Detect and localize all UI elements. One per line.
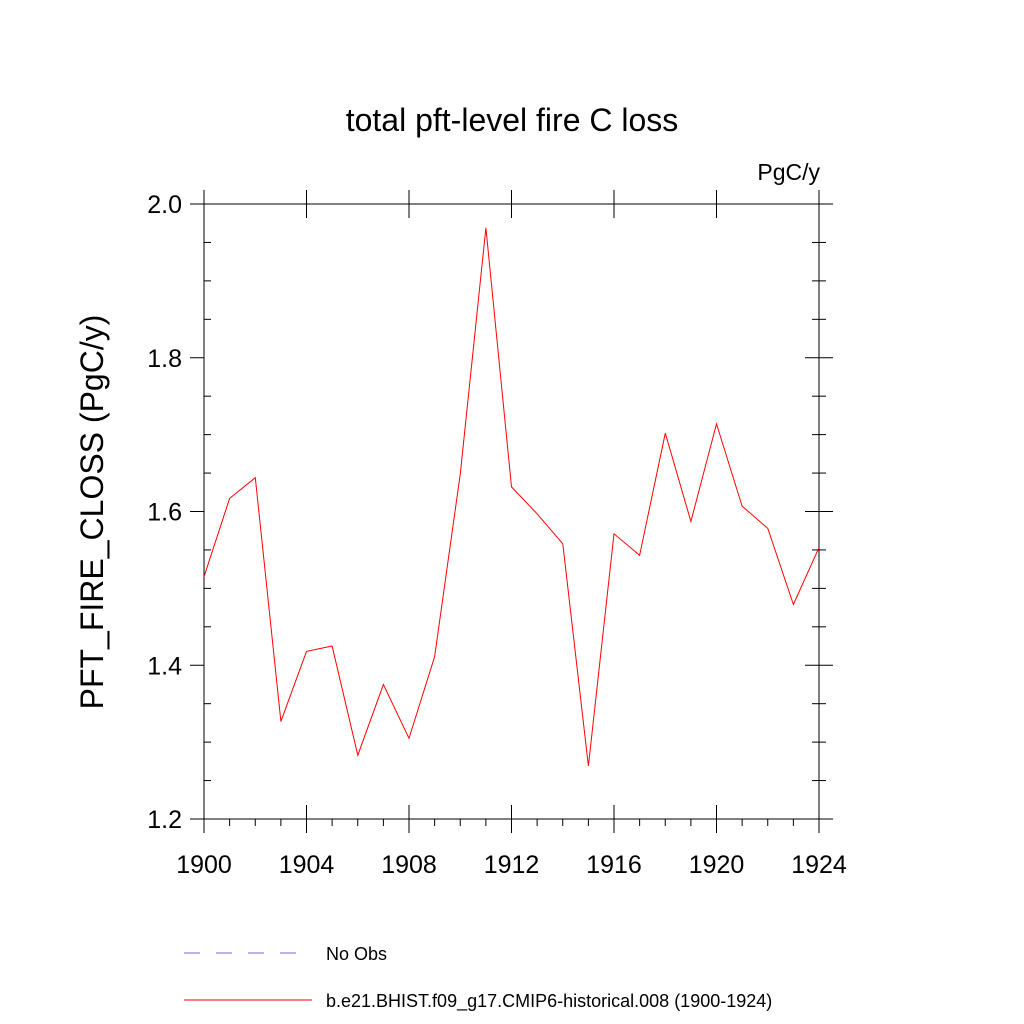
y-tick-label: 1.2 bbox=[147, 806, 182, 834]
y-tick-labels: 1.2 1.4 1.6 1.8 2.0 bbox=[147, 191, 182, 834]
x-major-ticks bbox=[203, 190, 820, 833]
y-tick-label: 1.4 bbox=[147, 652, 182, 680]
x-tick-label: 1912 bbox=[484, 851, 540, 879]
x-tick-label: 1900 bbox=[176, 851, 232, 879]
x-tick-label: 1924 bbox=[791, 851, 847, 879]
legend: No Obs b.e21.BHIST.f09_g17.CMIP6-histori… bbox=[184, 944, 772, 1012]
plot-frame bbox=[203, 203, 820, 820]
x-minor-ticks bbox=[229, 819, 794, 826]
y-tick-label: 1.6 bbox=[147, 499, 182, 527]
units-label: PgC/y bbox=[757, 159, 820, 185]
x-tick-label: 1920 bbox=[689, 851, 745, 879]
x-tick-labels: 1900 1904 1908 1912 1916 1920 1924 bbox=[176, 851, 847, 879]
chart-title: total pft-level fire C loss bbox=[346, 102, 679, 138]
y-axis-label: PFT_FIRE_CLOSS (PgC/y) bbox=[74, 315, 110, 710]
legend-run-label: b.e21.BHIST.f09_g17.CMIP6-historical.008… bbox=[326, 991, 772, 1012]
y-major-ticks bbox=[190, 203, 833, 820]
y-tick-label: 1.8 bbox=[147, 345, 182, 373]
y-minor-ticks bbox=[204, 241, 826, 782]
series-lines bbox=[203, 227, 820, 767]
x-tick-label: 1916 bbox=[586, 851, 642, 879]
x-tick-label: 1908 bbox=[381, 851, 437, 879]
x-tick-label: 1904 bbox=[279, 851, 335, 879]
legend-no-obs-label: No Obs bbox=[326, 944, 387, 964]
y-tick-label: 2.0 bbox=[147, 191, 182, 219]
series-line bbox=[203, 227, 820, 767]
